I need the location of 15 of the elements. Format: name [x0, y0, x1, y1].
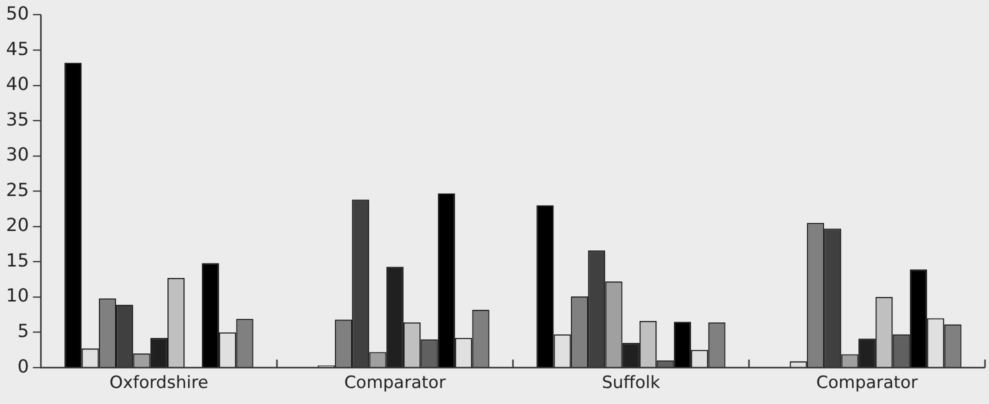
y-tick-label: 15 [6, 250, 29, 272]
y-tick-label: 20 [6, 215, 29, 236]
y-tick-label: 45 [6, 38, 29, 60]
x-tick-label: Comparator [344, 373, 446, 394]
y-tick-label: 25 [6, 180, 29, 201]
x-tick-label: Oxfordshire [110, 373, 208, 394]
x-tick-label: Suffolk [602, 373, 660, 394]
y-tick-label: 35 [6, 109, 29, 130]
y-tick-label: 50 [6, 3, 29, 24]
y-tick-label: 40 [6, 74, 29, 96]
x-tick-label: Comparator [816, 373, 918, 394]
y-tick-label: 0 [17, 356, 29, 378]
y-tick-label: 10 [6, 286, 29, 307]
y-tick-label: 5 [17, 320, 29, 342]
y-tick-label: 30 [6, 144, 29, 166]
